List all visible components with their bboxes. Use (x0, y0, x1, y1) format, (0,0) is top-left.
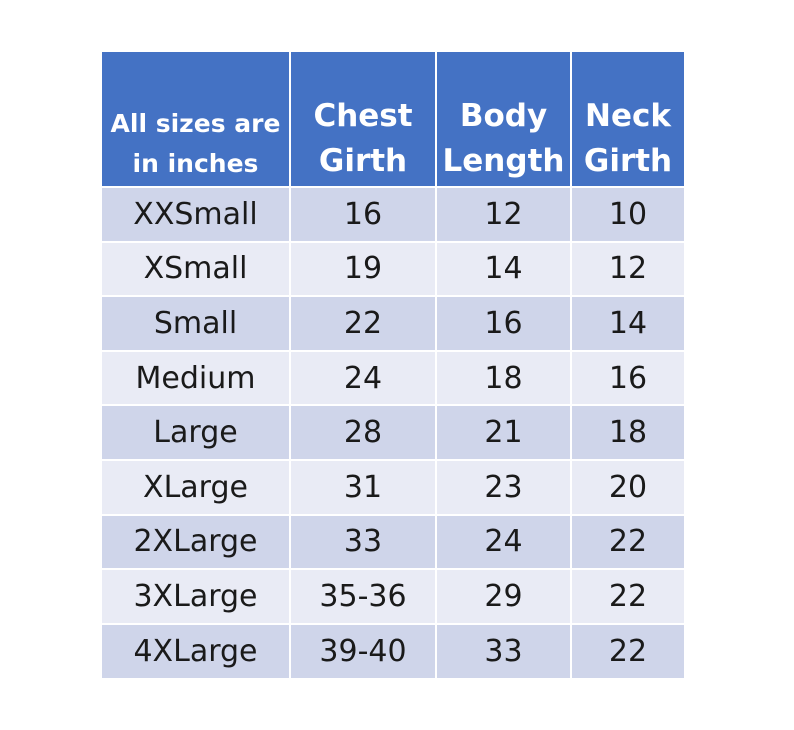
chest-cell: 22 (290, 296, 437, 352)
length-cell: 14 (436, 241, 572, 298)
size-cell: 3XLarge (102, 569, 291, 625)
length-cell: 16 (436, 296, 572, 352)
size-cell: Small (102, 296, 291, 352)
table-row: Large 28 21 18 (102, 405, 684, 461)
header-chest-line-1: Chest (313, 98, 413, 134)
neck-cell: 14 (571, 296, 684, 352)
chest-cell: 35-36 (290, 569, 437, 625)
length-cell: 12 (436, 187, 572, 243)
neck-cell: 16 (571, 350, 684, 407)
length-cell: 33 (436, 623, 572, 679)
size-cell: Large (102, 405, 291, 461)
chest-cell: 39-40 (290, 623, 437, 679)
neck-cell: 12 (571, 241, 684, 298)
header-body-length: Body Length (436, 52, 572, 188)
header-units-note: All sizes are in inches (102, 52, 291, 188)
length-cell: 21 (436, 405, 572, 461)
size-cell: 4XLarge (102, 623, 291, 679)
table-row: 4XLarge 39-40 33 22 (102, 623, 684, 679)
header-chest-line-2: Girth (318, 143, 408, 179)
header-units-line-2: in inches (132, 149, 259, 178)
neck-cell: 22 (571, 623, 684, 679)
table-body: XXSmall 16 12 10 XSmall 19 14 12 Small 2… (102, 187, 684, 679)
table-header: All sizes are in inches Chest Girth Body… (102, 52, 684, 188)
table-row: XLarge 31 23 20 (102, 459, 684, 516)
size-cell: XSmall (102, 241, 291, 298)
neck-cell: 10 (571, 187, 684, 243)
chest-cell: 16 (290, 187, 437, 243)
chest-cell: 19 (290, 241, 437, 298)
neck-cell: 22 (571, 569, 684, 625)
header-body-line-2: Length (442, 143, 565, 179)
table-row: 2XLarge 33 24 22 (102, 514, 684, 571)
neck-cell: 20 (571, 459, 684, 516)
header-body-line-1: Body (459, 98, 548, 134)
size-chart-table: All sizes are in inches Chest Girth Body… (102, 52, 684, 679)
neck-cell: 18 (571, 405, 684, 461)
chest-cell: 24 (290, 350, 437, 407)
table-row: XSmall 19 14 12 (102, 241, 684, 298)
header-neck-girth: Neck Girth (571, 52, 684, 188)
table-row: 3XLarge 35-36 29 22 (102, 569, 684, 625)
chest-cell: 28 (290, 405, 437, 461)
table-row: XXSmall 16 12 10 (102, 187, 684, 243)
chest-cell: 31 (290, 459, 437, 516)
header-neck-line-2: Girth (583, 143, 673, 179)
chest-cell: 33 (290, 514, 437, 571)
length-cell: 18 (436, 350, 572, 407)
neck-cell: 22 (571, 514, 684, 571)
size-cell: 2XLarge (102, 514, 291, 571)
table-row: Medium 24 18 16 (102, 350, 684, 407)
length-cell: 24 (436, 514, 572, 571)
header-chest-girth: Chest Girth (290, 52, 437, 188)
header-row: All sizes are in inches Chest Girth Body… (102, 52, 684, 188)
size-cell: XXSmall (102, 187, 291, 243)
length-cell: 29 (436, 569, 572, 625)
header-neck-line-1: Neck (585, 98, 671, 134)
size-cell: Medium (102, 350, 291, 407)
header-units-line-1: All sizes are (110, 109, 281, 138)
size-cell: XLarge (102, 459, 291, 516)
length-cell: 23 (436, 459, 572, 516)
table-row: Small 22 16 14 (102, 296, 684, 352)
